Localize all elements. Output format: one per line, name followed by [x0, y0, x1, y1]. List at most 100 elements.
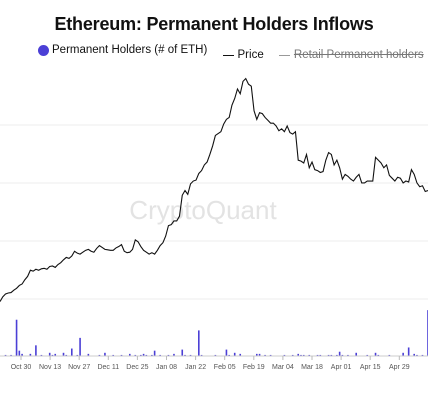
- x-tick-label: Nov 27: [68, 364, 90, 371]
- bar: [233, 352, 236, 356]
- bar: [153, 350, 156, 356]
- x-tick-label: Jan 08: [156, 364, 177, 371]
- bar: [104, 352, 106, 356]
- bar: [421, 354, 424, 356]
- price-line: [0, 77, 428, 302]
- x-tick-label: Apr 15: [360, 364, 381, 371]
- bar: [327, 354, 330, 356]
- bar: [142, 353, 145, 356]
- bar: [200, 354, 203, 356]
- bar: [145, 354, 148, 356]
- bar: [264, 354, 266, 356]
- bar: [388, 354, 391, 356]
- x-tick-label: Mar 18: [301, 364, 323, 371]
- bar: [338, 351, 341, 356]
- legend-item-price[interactable]: Price: [222, 49, 264, 61]
- legend-item-retail-permanent-holders[interactable]: Retail Permanent holders: [278, 49, 424, 61]
- bar: [10, 354, 12, 356]
- bar: [341, 354, 344, 356]
- legend-line-icon: [222, 54, 234, 56]
- bar: [258, 353, 261, 356]
- bar: [4, 354, 7, 356]
- x-tick-label: Dec 25: [126, 364, 148, 371]
- legend-label: Permanent Holders (# of ETH): [52, 44, 208, 56]
- chart-title: Ethereum: Permanent Holders Inflows: [54, 14, 374, 34]
- bar: [15, 319, 18, 356]
- bar: [239, 353, 242, 356]
- x-tick-label: Jan 22: [185, 364, 206, 371]
- bar: [214, 354, 217, 356]
- bar: [112, 354, 115, 356]
- bar: [269, 354, 272, 356]
- bar: [51, 354, 54, 356]
- bar: [181, 349, 184, 356]
- x-tick-label: Oct 30: [11, 364, 32, 371]
- bar: [159, 354, 161, 356]
- bar: [98, 354, 101, 356]
- bar: [407, 347, 410, 356]
- bar: [291, 354, 294, 356]
- bar: [21, 353, 23, 356]
- bar: [416, 354, 418, 356]
- bar: [76, 354, 79, 356]
- bar: [225, 349, 228, 356]
- bar: [70, 348, 73, 356]
- bar: [184, 354, 186, 356]
- bar: [228, 354, 230, 356]
- bar: [316, 354, 319, 356]
- bar: [256, 353, 258, 356]
- bar: [366, 354, 369, 356]
- bar: [402, 352, 404, 356]
- bar-series: [4, 310, 428, 356]
- bar: [29, 353, 32, 356]
- bar: [355, 352, 358, 356]
- bar: [18, 350, 21, 356]
- bar: [35, 345, 37, 356]
- bar: [151, 354, 153, 356]
- legend-item-permanent-holders[interactable]: Permanent Holders (# of ETH): [38, 44, 207, 56]
- legend-label: Retail Permanent holders: [293, 49, 424, 61]
- bar: [167, 354, 170, 356]
- bar: [120, 354, 123, 356]
- bar: [79, 337, 81, 356]
- bar: [40, 354, 43, 356]
- bar: [308, 354, 311, 356]
- x-tick-label: Nov 13: [39, 364, 61, 371]
- x-tick-label: Mar 04: [272, 364, 294, 371]
- x-tick-label: Dec 11: [97, 364, 119, 371]
- bar: [347, 354, 349, 356]
- bar: [330, 354, 333, 356]
- bar: [283, 354, 286, 356]
- bar: [128, 353, 131, 356]
- bar: [336, 354, 338, 356]
- x-axis-ticks: Oct 30 Nov 13 Nov 27 Dec 11 Dec 25 Jan 08 Jan …: [11, 356, 410, 371]
- bar: [87, 353, 90, 356]
- bar: [54, 353, 57, 356]
- bar: [48, 352, 51, 356]
- bar: [140, 354, 142, 356]
- bar: [189, 354, 192, 356]
- bar: [374, 352, 377, 356]
- x-tick-label: Apr 01: [331, 364, 352, 371]
- watermark: CryptoQuant: [129, 195, 277, 225]
- legend-dot-icon: [38, 44, 49, 56]
- bar: [413, 353, 415, 356]
- bar: [65, 354, 68, 356]
- bar: [302, 354, 305, 356]
- bar: [319, 354, 322, 356]
- x-tick-label: Feb 19: [243, 364, 265, 371]
- x-tick-label: Apr 29: [389, 364, 410, 371]
- bar: [300, 354, 302, 356]
- bar: [198, 330, 200, 356]
- legend: Permanent Holders (# of ETH) Price Retai…: [38, 44, 428, 61]
- x-tick-label: Feb 05: [214, 364, 236, 371]
- bar: [297, 353, 300, 356]
- gridlines: [0, 124, 428, 300]
- legend-label: Price: [237, 49, 264, 61]
- bar: [173, 353, 175, 356]
- bar: [134, 354, 137, 356]
- bar: [377, 354, 380, 356]
- bar: [62, 352, 65, 356]
- legend-line-icon: [278, 54, 290, 56]
